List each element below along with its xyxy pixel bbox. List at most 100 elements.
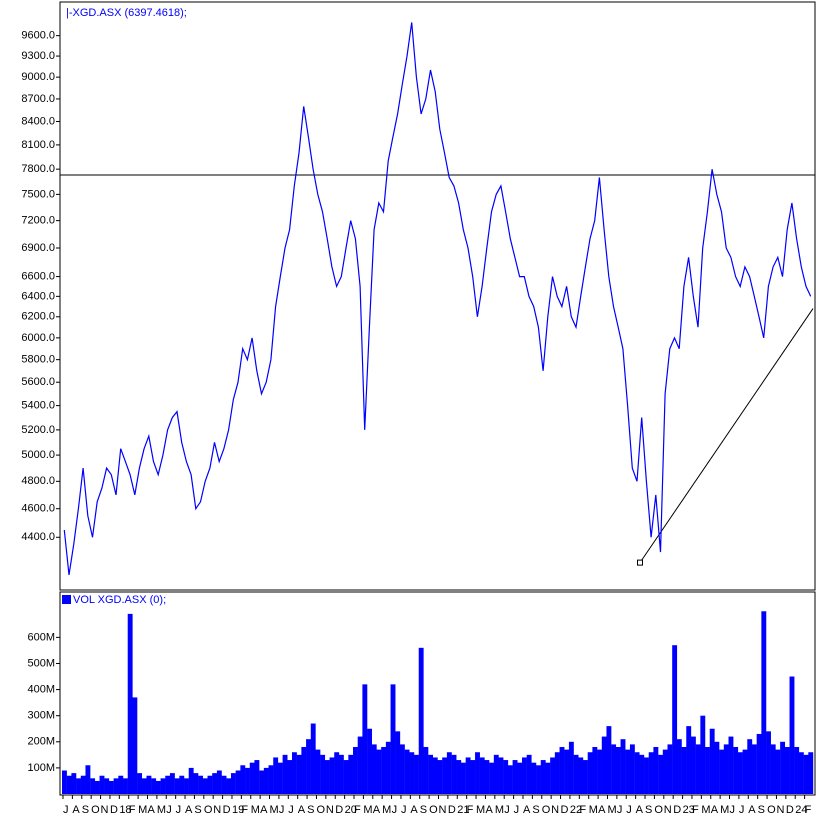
x-tick-label: A bbox=[598, 804, 606, 816]
y-tick-label: 200M bbox=[27, 736, 55, 748]
trend-anchor bbox=[637, 559, 643, 566]
volume-bar bbox=[282, 754, 288, 794]
volume-bar bbox=[803, 754, 809, 794]
volume-bar bbox=[695, 744, 701, 794]
volume-bar bbox=[137, 773, 142, 794]
volume-bar bbox=[794, 747, 800, 794]
y-tick-label: 8400.0 bbox=[21, 115, 55, 127]
x-tick-label: O bbox=[429, 804, 438, 816]
volume-bar bbox=[306, 739, 311, 794]
volume-bar bbox=[634, 752, 640, 794]
x-tick-label: O bbox=[767, 804, 776, 816]
volume-bar bbox=[85, 765, 91, 794]
x-tick-label: M bbox=[363, 804, 372, 816]
volume-bar bbox=[348, 754, 354, 794]
x-tick-label: N bbox=[213, 804, 221, 816]
x-tick-label: O bbox=[91, 804, 100, 816]
volume-bar bbox=[155, 780, 161, 794]
volume-bar bbox=[672, 645, 678, 794]
x-tick-label: J bbox=[730, 804, 736, 816]
y-tick-label: 9000.0 bbox=[21, 71, 55, 83]
volume-bar bbox=[221, 775, 227, 794]
volume-bar bbox=[681, 747, 687, 794]
volume-bar bbox=[132, 697, 138, 794]
volume-bar bbox=[723, 744, 729, 794]
volume-bar bbox=[639, 754, 645, 794]
x-tick-label: S bbox=[307, 804, 314, 816]
x-tick-label: M bbox=[270, 804, 279, 816]
volume-bar bbox=[249, 762, 255, 794]
x-tick-label: M bbox=[701, 804, 710, 816]
volume-bar bbox=[554, 752, 560, 794]
y-tick-label: 5400.0 bbox=[21, 400, 55, 412]
volume-bar bbox=[146, 775, 152, 794]
volume-bar bbox=[179, 775, 185, 794]
x-tick-label: 18 bbox=[119, 804, 131, 816]
volume-bar bbox=[442, 757, 448, 794]
x-tick-label: A bbox=[523, 804, 531, 816]
x-tick-label: M bbox=[382, 804, 391, 816]
volume-bar bbox=[212, 773, 218, 794]
volume-bar bbox=[789, 676, 795, 794]
x-tick-label: A bbox=[260, 804, 268, 816]
x-tick-label: N bbox=[551, 804, 559, 816]
volume-bar bbox=[770, 744, 776, 794]
volume-panel bbox=[59, 591, 816, 796]
x-tick-label: D bbox=[786, 804, 794, 816]
volume-bar bbox=[658, 754, 663, 794]
x-tick-label: 20 bbox=[345, 804, 357, 816]
y-tick-label: 6900.0 bbox=[21, 242, 55, 254]
x-tick-label: S bbox=[82, 804, 89, 816]
x-tick-label: 24 bbox=[795, 804, 807, 816]
volume-bar bbox=[780, 741, 786, 794]
x-tick-label: D bbox=[561, 804, 569, 816]
volume-bar bbox=[184, 778, 189, 794]
volume-bar bbox=[334, 752, 340, 794]
volume-bar bbox=[71, 773, 77, 794]
volume-bar bbox=[615, 747, 621, 794]
y-tick-label: 9600.0 bbox=[21, 30, 55, 42]
y-tick-label: 7500.0 bbox=[21, 188, 55, 200]
volume-bar bbox=[700, 715, 706, 794]
volume-bar bbox=[357, 736, 363, 794]
volume-bar bbox=[76, 778, 81, 794]
volume-bar bbox=[371, 744, 377, 794]
volume-bar bbox=[226, 778, 232, 794]
volume-bar bbox=[277, 762, 283, 794]
volume-bar bbox=[437, 760, 443, 794]
volume-bar bbox=[629, 744, 635, 794]
x-tick-label: F bbox=[354, 804, 361, 816]
volume-bar bbox=[198, 775, 204, 794]
volume-bar bbox=[686, 726, 692, 794]
volume-bar bbox=[756, 733, 762, 794]
x-tick-label: J bbox=[166, 804, 172, 816]
volume-bar bbox=[315, 749, 321, 794]
x-tick-label: D bbox=[448, 804, 456, 816]
volume-bar bbox=[367, 728, 372, 794]
volume-bar bbox=[475, 752, 480, 794]
x-tick-label: M bbox=[495, 804, 504, 816]
volume-bar bbox=[512, 760, 518, 794]
volume-bar bbox=[460, 762, 466, 794]
volume-bar bbox=[451, 754, 457, 794]
volume-bar bbox=[775, 749, 781, 794]
volume-bar bbox=[94, 780, 100, 794]
volume-bar bbox=[653, 747, 659, 794]
price-panel bbox=[59, 1, 816, 591]
x-tick-label: A bbox=[636, 804, 644, 816]
volume-bar bbox=[165, 775, 171, 794]
volume-bar bbox=[141, 778, 147, 794]
x-tick-label: J bbox=[279, 804, 285, 816]
volume-bar bbox=[338, 754, 344, 794]
volume-bar bbox=[324, 760, 330, 794]
x-tick-label: S bbox=[645, 804, 652, 816]
x-tick-label: M bbox=[589, 804, 598, 816]
y-tick-label: 6400.0 bbox=[21, 290, 55, 302]
x-tick-label: D bbox=[223, 804, 231, 816]
volume-bar bbox=[108, 780, 114, 794]
trend-line bbox=[639, 308, 814, 563]
x-tick-label: S bbox=[194, 804, 201, 816]
volume-bar bbox=[376, 749, 382, 794]
volume-bar bbox=[385, 741, 391, 794]
volume-bar bbox=[568, 741, 574, 794]
